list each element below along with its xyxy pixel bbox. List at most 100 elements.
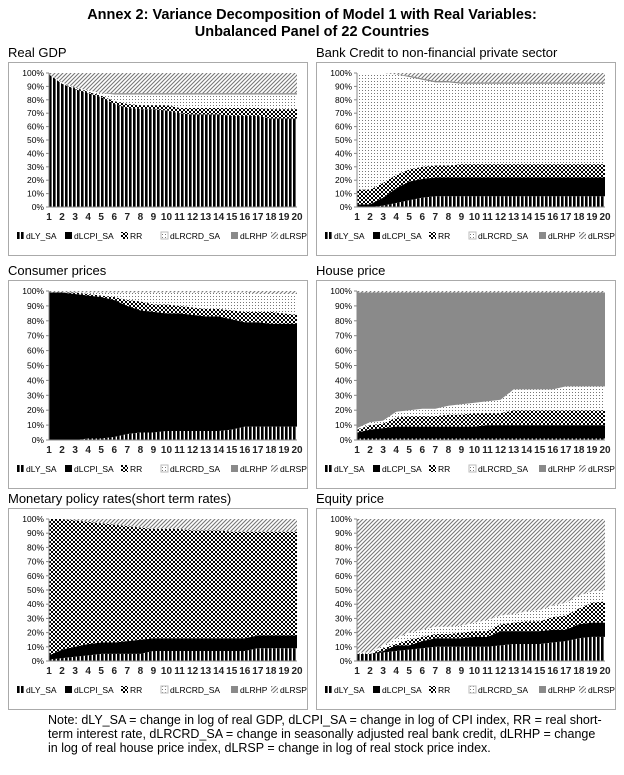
legend-swatch: [373, 686, 380, 693]
x-tick-label: 9: [151, 666, 157, 677]
y-tick-label: 0%: [32, 202, 45, 212]
legend-label: dLCPI_SA: [74, 231, 114, 241]
title-line-2: Unbalanced Panel of 22 Countries: [194, 24, 430, 40]
chart-title: Equity price: [316, 491, 384, 506]
x-tick-label: 5: [406, 212, 412, 223]
x-tick-label: 4: [85, 445, 91, 456]
x-tick-label: 3: [380, 212, 386, 223]
legend-swatch: [160, 685, 169, 694]
x-tick-label: 11: [174, 666, 185, 677]
x-tick-label: 10: [161, 212, 173, 223]
area-dlrsp: [357, 291, 605, 293]
x-tick-label: 11: [482, 212, 493, 223]
legend-swatch: [271, 232, 278, 239]
legend-swatch: [231, 465, 238, 472]
area-rr: [357, 410, 605, 433]
area-dlcpi-sa: [357, 622, 605, 654]
y-tick-label: 20%: [335, 175, 352, 185]
legend-swatch: [539, 232, 546, 239]
legend-swatch: [17, 686, 24, 693]
x-tick-label: 18: [573, 212, 585, 223]
x-tick-label: 9: [459, 212, 465, 223]
chart-title: Bank Credit to non-financial private sec…: [316, 45, 558, 60]
y-tick-label: 50%: [27, 361, 44, 371]
x-tick-label: 15: [226, 212, 238, 223]
y-tick-label: 10%: [335, 420, 352, 430]
x-tick-label: 10: [161, 445, 173, 456]
x-tick-label: 18: [573, 666, 585, 677]
x-tick-label: 2: [367, 445, 373, 456]
chart-panel-monetary-policy: Monetary policy rates(short term rates) …: [8, 491, 308, 710]
x-tick-label: 16: [547, 445, 559, 456]
legend-label: RR: [438, 685, 450, 695]
legend-label: dLY_SA: [26, 464, 57, 474]
area-dlrsp: [357, 73, 605, 83]
legend-label: dLY_SA: [334, 685, 365, 695]
y-tick-label: 30%: [335, 162, 352, 172]
chart-svg: 0%10%20%30%40%50%60%70%80%90%100%1 2 3 4 5 6 7…: [17, 514, 307, 695]
x-tick-label: 3: [72, 445, 78, 456]
legend-label: dLY_SA: [26, 231, 57, 241]
x-tick-label: 7: [125, 212, 131, 223]
x-tick-label: 20: [291, 212, 303, 223]
y-tick-label: 20%: [335, 405, 352, 415]
x-tick-label: 8: [446, 666, 452, 677]
legend-swatch: [271, 686, 278, 693]
area-dlrcrd-sa: [49, 74, 297, 110]
x-tick-label: 14: [213, 212, 225, 223]
y-tick-label: 50%: [335, 361, 352, 371]
x-tick-label: 1: [46, 212, 52, 223]
legend-label: dLRHP: [240, 685, 268, 695]
x-tick-label: 1: [354, 445, 360, 456]
area-dlcpi-sa: [49, 292, 297, 440]
x-tick-label: 15: [534, 212, 546, 223]
chart-svg: 0%10%20%30%40%50%60%70%80%90%100%1 2 3 4 5 6 7…: [325, 68, 615, 241]
x-tick-label: 8: [446, 212, 452, 223]
x-tick-label: 1: [354, 666, 360, 677]
x-tick-label: 5: [98, 666, 104, 677]
x-tick-label: 16: [547, 666, 559, 677]
x-tick-label: 9: [459, 666, 465, 677]
y-tick-label: 60%: [335, 571, 352, 581]
x-tick-label: 20: [291, 666, 303, 677]
x-tick-label: 18: [573, 445, 585, 456]
x-tick-label: 6: [111, 212, 117, 223]
legend-label: dLRHP: [240, 464, 268, 474]
x-tick-label: 4: [393, 212, 399, 223]
legend-swatch: [325, 465, 332, 472]
y-tick-label: 30%: [335, 613, 352, 623]
y-tick-label: 80%: [335, 542, 352, 552]
legend-swatch: [231, 232, 238, 239]
chart-panel-real-gdp: Real GDP 0% 10% 20% 30% 40% 50% 60% 70% 80% 90% 10…: [8, 45, 308, 256]
legend-label: dLRCRD_SA: [170, 231, 220, 241]
x-tick-label: 13: [508, 666, 520, 677]
x-tick-label: 15: [534, 666, 546, 677]
area-dlcpi-sa: [357, 425, 605, 439]
legend-label: dLRSP: [588, 231, 615, 241]
x-tick-label: 10: [469, 445, 481, 456]
area-rr: [49, 74, 297, 119]
legend-label: dLRCRD_SA: [170, 464, 220, 474]
area-dly-sa: [49, 426, 297, 440]
legend-swatch: [17, 465, 24, 472]
y-tick-label: 100%: [330, 514, 352, 524]
area-dly-sa: [49, 648, 297, 661]
legend-label: dLRSP: [588, 464, 615, 474]
area-dlrcrd-sa: [357, 73, 605, 190]
x-tick-label: 1: [46, 666, 52, 677]
legend-label: dLRCRD_SA: [478, 464, 528, 474]
y-tick-label: 90%: [335, 301, 352, 311]
y-tick-label: 40%: [335, 148, 352, 158]
x-tick-label: 5: [406, 445, 412, 456]
x-tick-label: 19: [278, 212, 290, 223]
area-dly-sa: [357, 636, 605, 661]
x-tick-label: 11: [174, 445, 185, 456]
chart-svg: 0%10%20%30%40%50%60%70%80%90%100%1 2 3 4 5 6 7…: [325, 286, 615, 474]
x-tick-label: 13: [200, 445, 212, 456]
chart-svg: 0%10%20%30%40%50%60%70%80%90%100%1 2 3 4 5 6 7…: [17, 68, 307, 241]
x-tick-label: 7: [433, 445, 439, 456]
x-tick-label: 9: [151, 212, 157, 223]
y-tick-label: 10%: [27, 642, 44, 652]
x-tick-label: 14: [521, 212, 533, 223]
legend-swatch: [539, 465, 546, 472]
